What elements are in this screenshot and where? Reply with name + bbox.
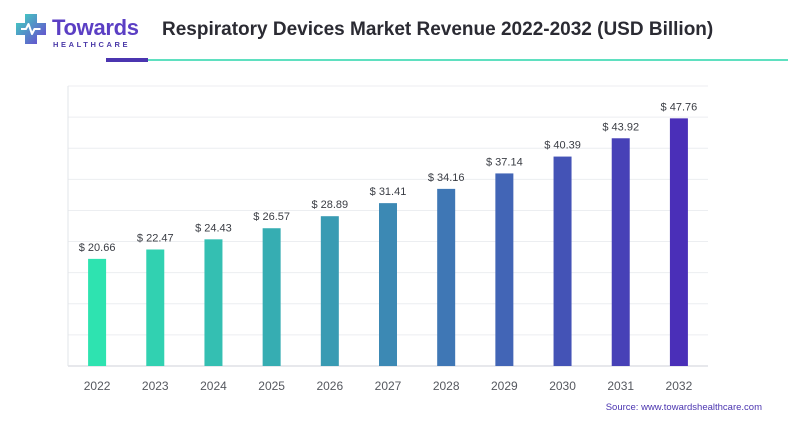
data-label-2024: $ 24.43 — [195, 222, 232, 234]
x-tick-label: 2030 — [549, 379, 576, 393]
x-tick-label: 2026 — [316, 379, 343, 393]
revenue-bar-chart: $ 20.66 2022 $ 22.47 2023 $ 24.43 2024 $ 26.57… — [67, 85, 708, 393]
x-tick-label: 2029 — [491, 379, 518, 393]
x-tick-label: 2023 — [142, 379, 169, 393]
bar-2028 — [437, 188, 456, 366]
data-label-2027: $ 31.41 — [370, 186, 407, 198]
data-label-2028: $ 34.16 — [428, 172, 465, 184]
x-tick-label: 2027 — [375, 379, 402, 393]
data-label-2025: $ 26.57 — [253, 211, 290, 223]
data-label-2031: $ 43.92 — [602, 121, 639, 133]
x-tick-label: 2032 — [666, 379, 693, 393]
bar-2030 — [553, 156, 572, 366]
x-tick-label: 2022 — [84, 379, 111, 393]
towards-healthcare-logo: Towards HEALTHCARE — [14, 10, 154, 54]
bar-2031 — [611, 138, 630, 366]
brand-name: Towards — [52, 15, 139, 40]
brand-subtitle: HEALTHCARE — [53, 40, 131, 49]
data-label-2029: $ 37.14 — [486, 156, 523, 168]
data-label-2032: $ 47.76 — [661, 101, 698, 113]
source-note: Source: www.towardshealthcare.com — [605, 402, 762, 413]
data-label-2030: $ 40.39 — [544, 140, 581, 152]
x-tick-label: 2024 — [200, 379, 227, 393]
bar-2023 — [146, 249, 165, 366]
bar-2027 — [379, 203, 397, 366]
bar-2026 — [320, 216, 339, 366]
header-accent-line — [106, 58, 148, 62]
medical-cross-icon — [16, 14, 46, 44]
bar-2025 — [262, 228, 281, 366]
data-label-2023: $ 22.47 — [137, 232, 174, 244]
x-tick-label: 2028 — [433, 379, 460, 393]
bar-2032 — [669, 118, 688, 366]
data-label-2022: $ 20.66 — [79, 242, 116, 254]
x-tick-label: 2031 — [607, 379, 634, 393]
bar-2024 — [204, 239, 223, 366]
bar-2029 — [495, 173, 514, 366]
data-label-2026: $ 28.89 — [311, 199, 348, 211]
page-title: Respiratory Devices Market Revenue 2022-… — [162, 19, 714, 40]
x-tick-label: 2025 — [258, 379, 285, 393]
bar-2022 — [88, 258, 107, 366]
header-divider-line — [148, 59, 788, 61]
